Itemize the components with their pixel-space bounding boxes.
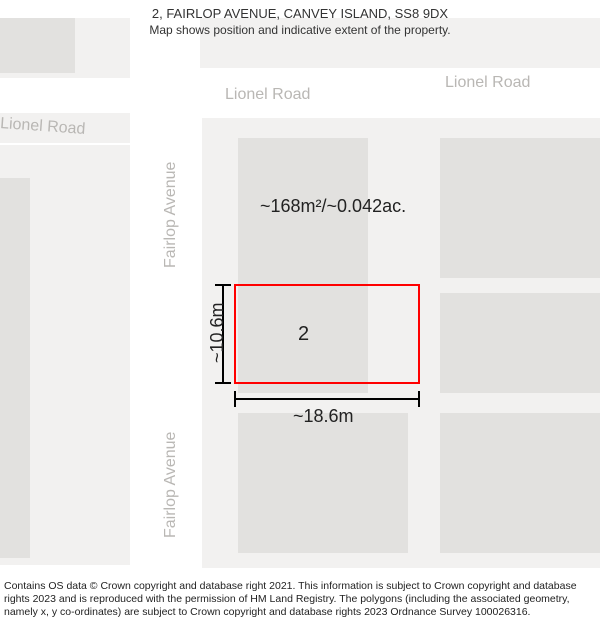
building-mid-2 — [440, 293, 600, 393]
road-label-lionel-2: Lionel Road — [445, 74, 530, 92]
map-canvas: Lionel Road Lionel Road Lionel Road Fair… — [0, 38, 600, 538]
height-label: ~10.6m — [207, 302, 228, 363]
footer-copyright: Contains OS data © Crown copyright and d… — [4, 578, 596, 621]
building-w2 — [0, 178, 30, 558]
plot-number: 2 — [298, 323, 309, 346]
header: 2, FAIRLOP AVENUE, CANVEY ISLAND, SS8 9D… — [0, 0, 600, 39]
building-bot-1 — [238, 413, 408, 553]
page-title: 2, FAIRLOP AVENUE, CANVEY ISLAND, SS8 9D… — [0, 6, 600, 21]
height-tick-bot — [215, 382, 231, 384]
property-highlight — [234, 284, 420, 384]
area-label: ~168m²/~0.042ac. — [260, 196, 406, 217]
width-marker-line — [234, 398, 420, 400]
road-label-lionel-1: Lionel Road — [225, 86, 310, 104]
width-tick-right — [418, 391, 420, 407]
width-label: ~18.6m — [293, 406, 354, 427]
height-tick-top — [215, 284, 231, 286]
page-subtitle: Map shows position and indicative extent… — [0, 23, 600, 37]
road-label-fairlop-2: Fairlop Avenue — [162, 432, 180, 538]
width-tick-left — [234, 391, 236, 407]
road-label-fairlop-1: Fairlop Avenue — [162, 162, 180, 268]
building-bot-2 — [440, 413, 600, 553]
building-top-2 — [440, 138, 600, 278]
